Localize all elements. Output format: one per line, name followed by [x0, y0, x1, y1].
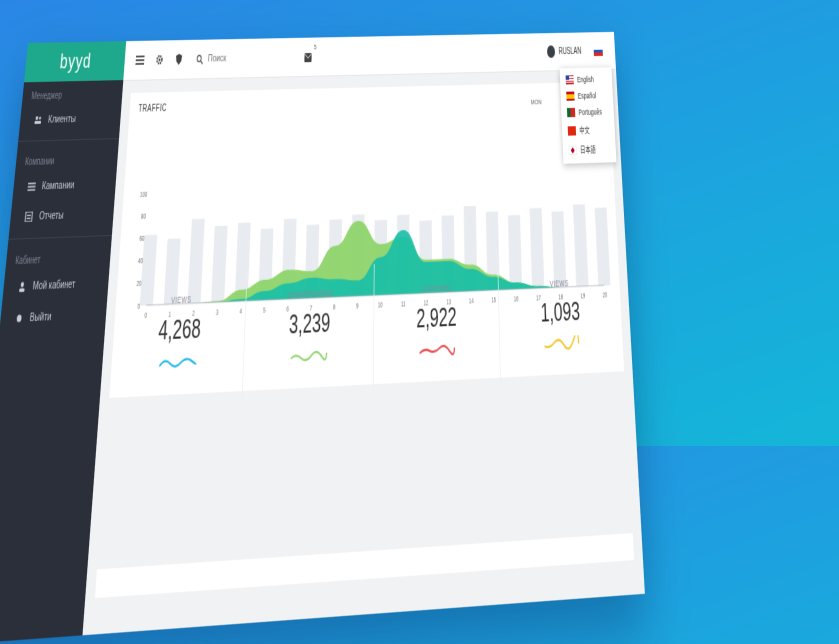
y-tick-label: 100 — [140, 191, 148, 199]
sidebar-item-my-cabinet[interactable]: Мой кабинет — [2, 268, 109, 304]
notification-count: 5 — [314, 43, 317, 51]
y-tick-label: 80 — [141, 213, 146, 221]
main-content: 0 20 40 60 80 100 0 1 2 3 4 5 6 7 8 9 10 11 12 13 14 15 16 17 18… — [82, 69, 644, 635]
sidebar-divider — [8, 235, 111, 240]
app-window: byyd Менеджер Клиенты Компании Кампании … — [0, 32, 645, 644]
user-icon — [18, 281, 27, 292]
sidebar-item-reports[interactable]: Отчеты — [9, 199, 114, 233]
spain-flag-icon — [566, 91, 574, 100]
stat-label: VIEWS — [116, 292, 246, 308]
language-option-english[interactable]: English — [560, 71, 613, 88]
brand-logo[interactable]: byyd — [24, 41, 126, 82]
language-label: 中文 — [579, 124, 590, 136]
sidebar-item-label: Клиенты — [48, 113, 77, 125]
stat-conversions: CONVERSIONS 3,239 — [242, 264, 374, 404]
shield-icon[interactable] — [174, 53, 183, 66]
users-icon — [34, 115, 42, 125]
sidebar-divider — [18, 138, 119, 142]
sidebar-group-companies: Компании — [15, 145, 118, 172]
settings-icon[interactable] — [155, 53, 164, 66]
period-selector[interactable]: MON — [531, 98, 542, 106]
language-option-chinese[interactable]: 中文 — [562, 120, 616, 141]
stat-label: VISITORS — [374, 281, 498, 296]
portugal-flag-icon — [567, 108, 575, 117]
notifications-button[interactable]: 5 — [304, 50, 313, 63]
sidebar-item-campaigns[interactable]: Кампании — [12, 169, 117, 202]
language-option-spanish[interactable]: Español — [560, 87, 613, 105]
search-box[interactable] — [196, 51, 263, 65]
stat-label: CONVERSIONS — [246, 286, 373, 302]
sparkline — [158, 354, 198, 371]
sidebar-item-label: Кампании — [41, 179, 74, 192]
traffic-card: 0 20 40 60 80 100 0 1 2 3 4 5 6 7 8 9 10 11 12 13 14 15 16 17 18… — [109, 82, 624, 398]
sparkline — [290, 347, 329, 364]
y-tick-label: 60 — [139, 235, 144, 243]
card-title: TRAFFIC — [138, 103, 167, 114]
stat-views-2: VIEWS 1,093 — [497, 254, 625, 390]
stat-value: 1,093 — [499, 294, 622, 331]
stat-visitors: VISITORS 2,922 — [373, 259, 501, 397]
sidebar-group-manager: Менеджер — [22, 80, 124, 106]
stat-views: VIEWS 4,268 — [108, 269, 247, 411]
stat-value: 2,922 — [374, 299, 499, 337]
sparkline — [418, 341, 455, 357]
sidebar-item-label: Выйти — [29, 311, 52, 325]
avatar — [547, 45, 555, 58]
japan-flag-icon — [568, 145, 576, 155]
search-input[interactable] — [206, 51, 263, 65]
user-name: RUSLAN — [558, 46, 581, 56]
search-icon — [196, 54, 203, 64]
menu-toggle-icon[interactable] — [135, 54, 144, 67]
language-label: 日本語 — [580, 143, 596, 156]
language-label: Português — [578, 107, 602, 117]
bottom-panel — [95, 533, 634, 598]
sidebar-item-clients[interactable]: Клиенты — [19, 104, 122, 135]
language-label: English — [577, 75, 594, 84]
list-icon — [27, 182, 36, 192]
mail-icon — [304, 53, 311, 62]
sidebar-item-logout[interactable]: Выйти — [0, 299, 107, 335]
language-option-portuguese[interactable]: Português — [561, 103, 614, 121]
language-flag-button[interactable] — [593, 46, 602, 56]
language-label: Español — [578, 91, 597, 101]
stats-row: VIEWS 4,268 CONVERSIONS 3,239 VISITORS 2… — [108, 242, 625, 411]
stat-label: VIEWS — [498, 276, 619, 291]
stat-value: 4,268 — [113, 310, 246, 349]
sparkline — [543, 335, 580, 351]
language-dropdown: English Español Português 中文 日本語 — [560, 67, 617, 164]
china-flag-icon — [568, 126, 576, 135]
user-menu[interactable]: RUSLAN — [547, 45, 582, 58]
stat-value: 3,239 — [245, 305, 374, 343]
us-flag-icon — [566, 75, 574, 84]
language-option-japanese[interactable]: 日本語 — [563, 139, 617, 160]
sidebar-item-label: Отчеты — [39, 209, 65, 222]
logout-icon — [15, 313, 24, 324]
report-icon — [24, 212, 33, 222]
sidebar-item-label: Мой кабинет — [32, 278, 76, 292]
